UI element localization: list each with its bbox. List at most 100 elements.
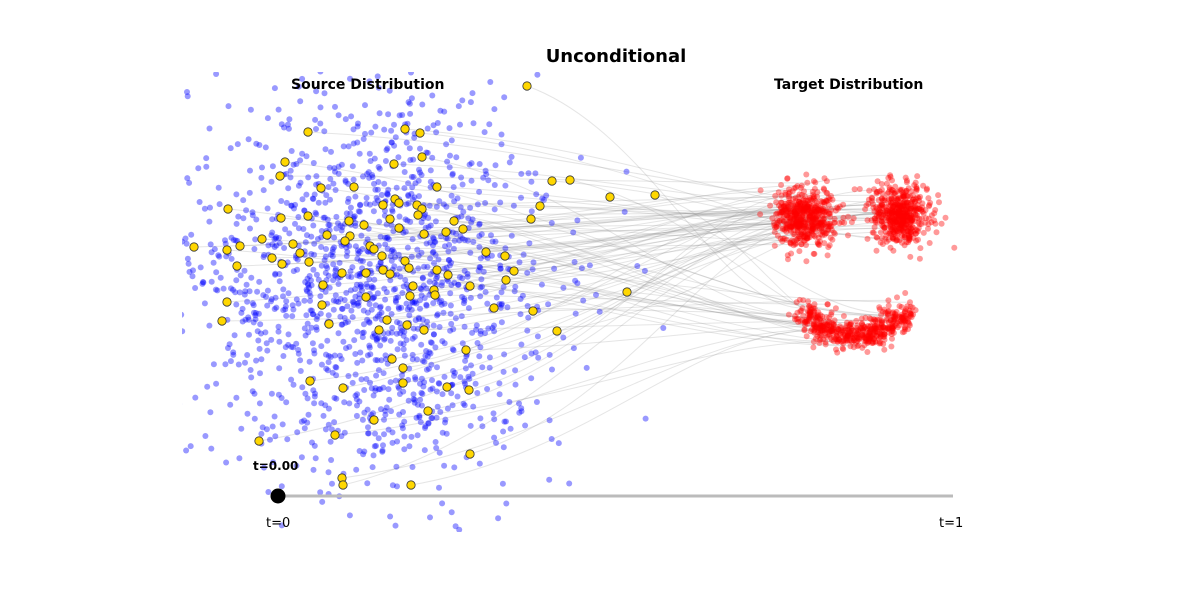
tracked-particle [305,376,315,386]
tracked-particle [432,265,442,275]
tracked-particle [442,382,452,392]
tracked-particle [500,251,510,261]
tracked-particle [361,268,371,278]
tracked-particle [489,303,499,313]
tracked-particle [288,239,298,249]
tracked-particle [235,241,245,251]
tracked-particle [330,430,340,440]
tracked-particle [552,326,562,336]
tracked-particle [522,81,532,91]
tracked-particle [526,214,536,224]
chart-title: Unconditional [545,46,687,67]
tracked-particle [344,216,354,226]
tracked-particle [389,159,399,169]
slider-end-label: t=1 [939,516,964,531]
tracked-particle [394,223,404,233]
tracked-particle [528,306,538,316]
tracked-particle [458,224,468,234]
tracked-particle [275,171,285,181]
tracked-particle [257,234,267,244]
tracked-particle [303,127,313,137]
tracked-particle [405,291,415,301]
tracked-particle [338,383,348,393]
slider-start-label: t=0 [266,516,291,531]
tracked-particle [222,245,232,255]
tracked-particle [276,213,286,223]
tracked-particle [509,266,519,276]
tracked-particle [385,269,395,279]
tracked-particle [387,354,397,364]
tracked-particle [461,345,471,355]
tracked-particle [605,192,615,202]
tracked-particle [369,244,379,254]
tracked-particle [432,182,442,192]
tracked-particle [316,183,326,193]
tracked-particle [232,261,242,271]
slider-knob[interactable] [270,488,286,504]
tracked-particle [280,157,290,167]
tracked-particle [317,300,327,310]
tracked-particle [382,315,392,325]
tracked-particle [304,257,314,267]
tracked-particle [465,449,475,459]
tracked-particle [419,325,429,335]
tracked-particle [408,281,418,291]
tracked-particle [217,316,227,326]
tracked-particle [547,176,557,186]
tracked-particle [415,128,425,138]
tracked-particle [501,275,511,285]
tracked-particle [413,210,423,220]
trajectory-lines [193,85,926,486]
tracked-particle [267,253,277,263]
tracked-particle [303,211,313,221]
tracked-particle [189,242,199,252]
tracked-particle [222,297,232,307]
tracked-particle [359,220,369,230]
tracked-particle [318,280,328,290]
tracked-particle [374,325,384,335]
tracked-particle [349,182,359,192]
tracked-particle [361,292,371,302]
tracked-particle [322,230,332,240]
source-scatter [182,72,667,532]
tracked-particle [394,198,404,208]
tracked-particle [400,256,410,266]
tracked-particle [398,378,408,388]
tracked-particle [340,236,350,246]
tracked-particle [402,320,412,330]
target-distribution-label: Target Distribution [774,77,924,93]
tracked-particle [622,287,632,297]
tracked-particle [377,251,387,261]
tracked-particle [378,265,388,275]
tracked-particle [369,415,379,425]
tracked-particle [430,290,440,300]
tracked-particle [417,152,427,162]
tracked-particle [338,480,348,490]
tracked-particle [223,204,233,214]
tracked-particle [419,229,429,239]
tracked-particle [378,200,388,210]
tracked-particle [295,248,305,258]
current-time-label: t=0.00 [253,459,299,473]
tracked-particle [337,268,347,278]
tracked-particle [441,227,451,237]
tracked-particle [254,436,264,446]
target-scatter [757,171,958,356]
tracked-particle [464,385,474,395]
tracked-particle [385,214,395,224]
source-distribution-label: Source Distribution [291,77,445,93]
tracked-particle [449,216,459,226]
tracked-particle [406,480,416,490]
tracked-particle [423,406,433,416]
tracked-particle [398,363,408,373]
tracked-particle [404,263,414,273]
tracked-particle [565,175,575,185]
time-slider[interactable] [270,488,954,504]
tracked-particle [443,270,453,280]
tracked-particle [535,201,545,211]
tracked-particle [481,247,491,257]
tracked-particle [400,124,410,134]
tracked-particle [324,319,334,329]
tracked-particle [650,190,660,200]
